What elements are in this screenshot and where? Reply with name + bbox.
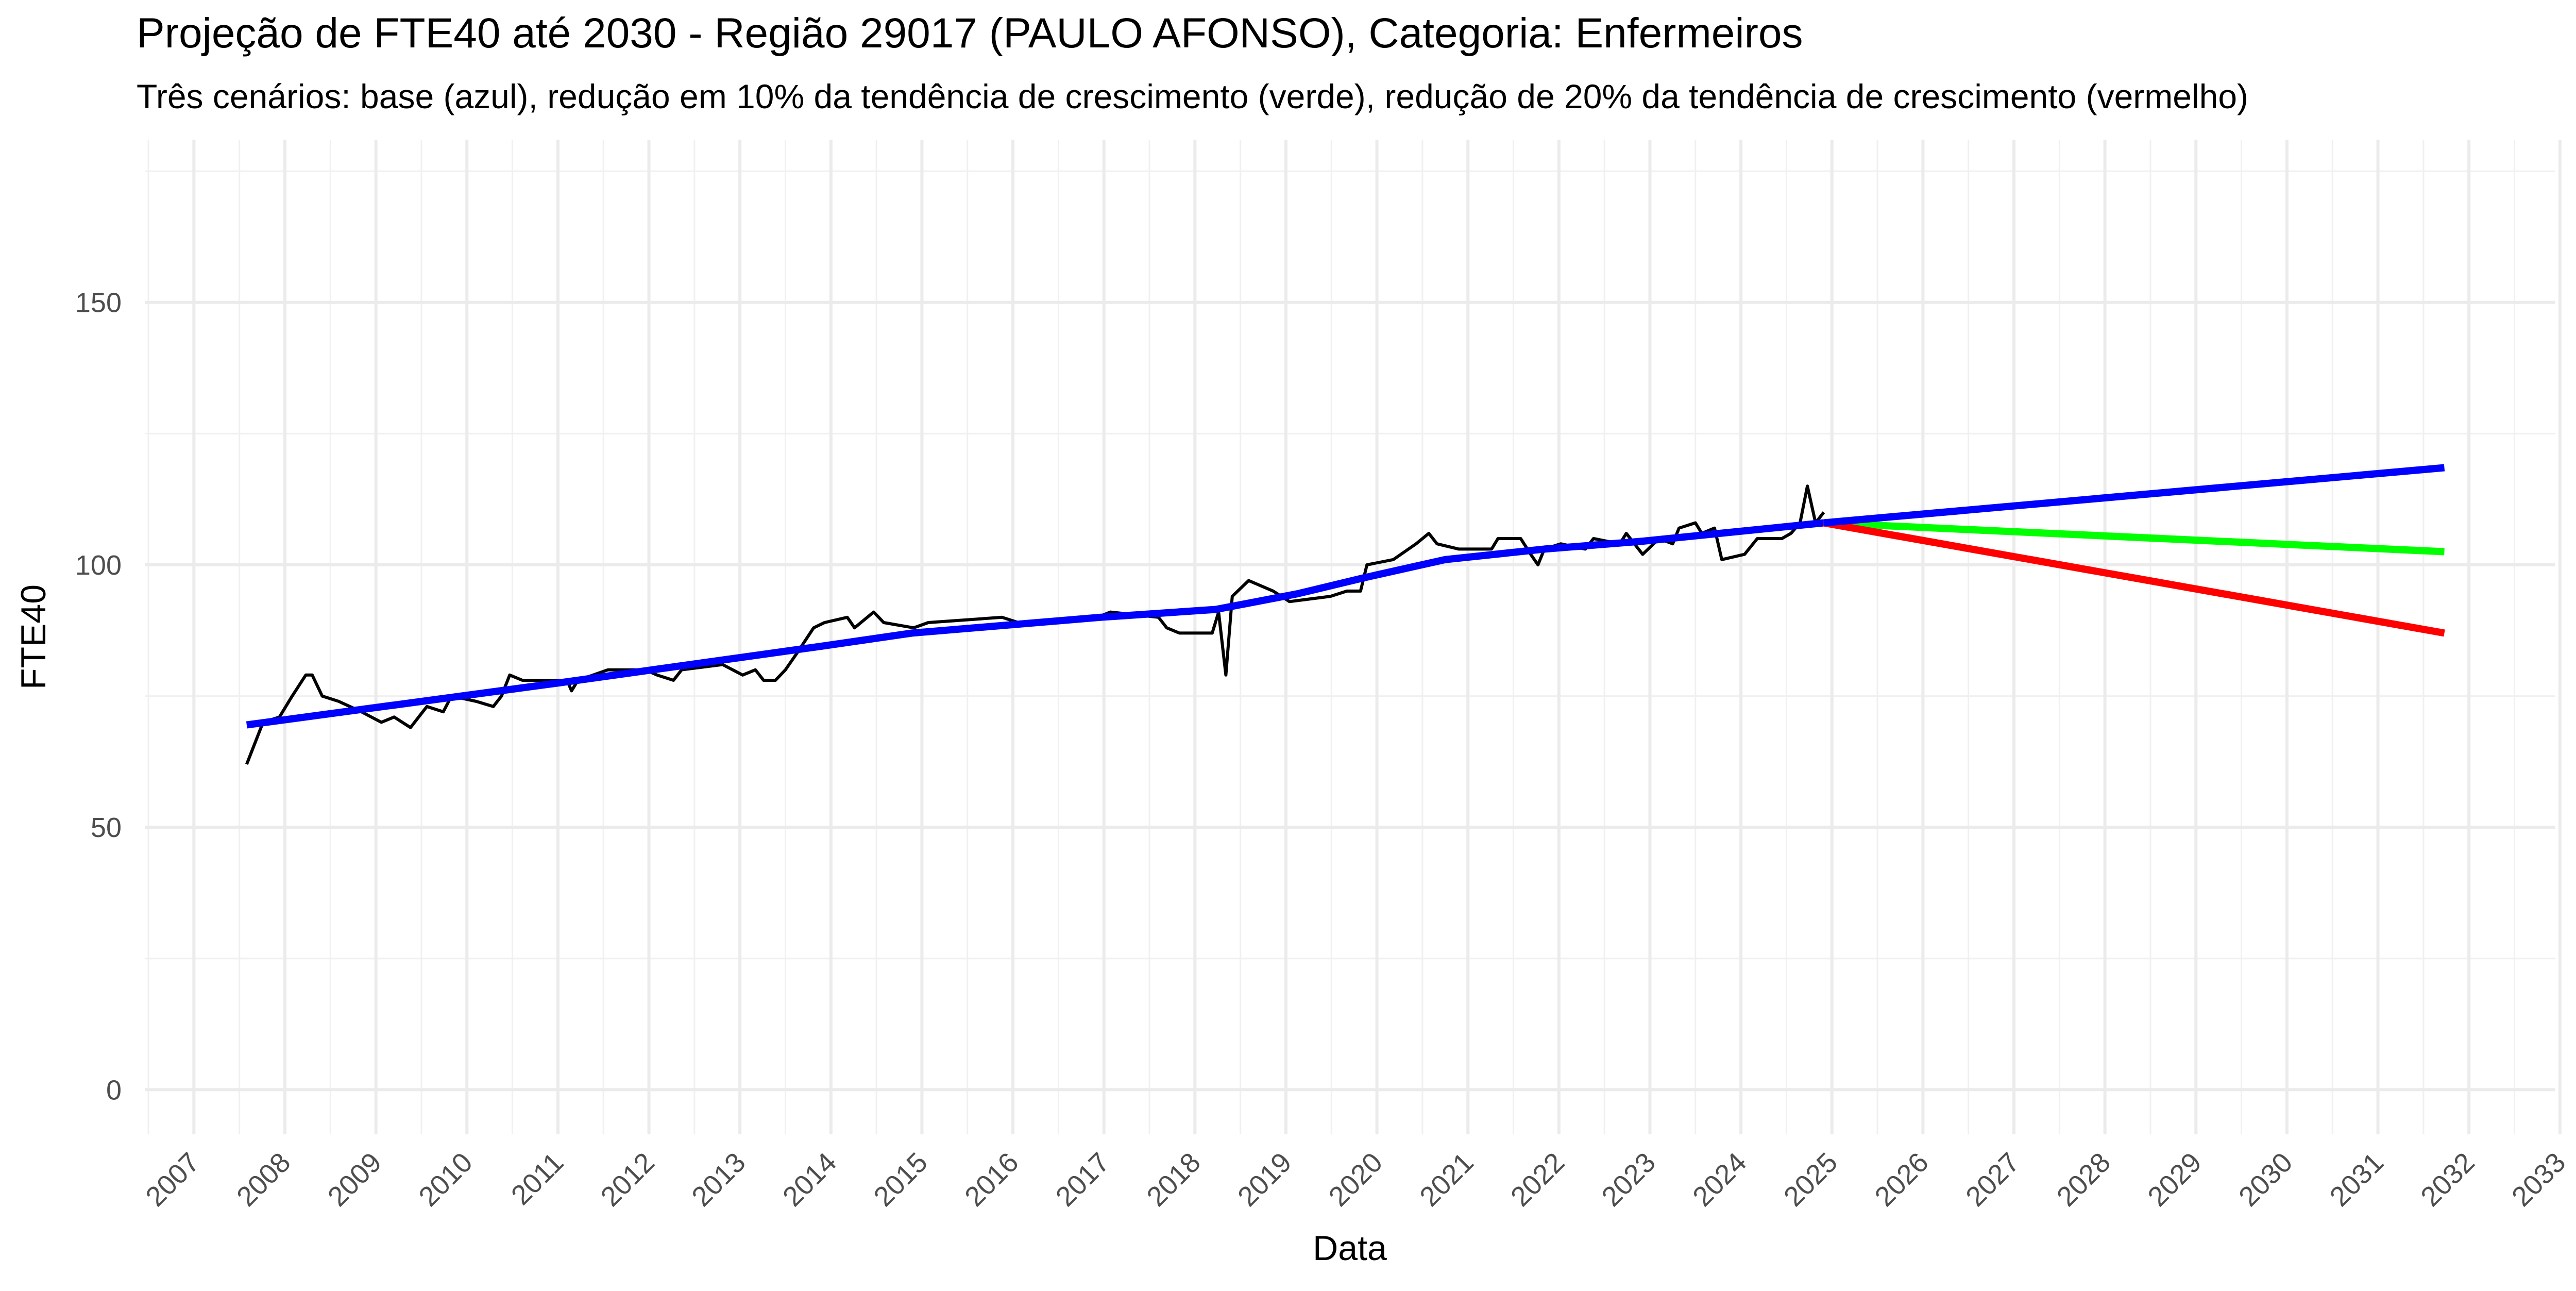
plot-lines: [245, 464, 2445, 765]
series-line: [1823, 519, 2445, 637]
series-line: [1823, 519, 2445, 556]
x-axis-title: Data: [1313, 1229, 1387, 1268]
y-tick-label: 0: [106, 1075, 122, 1105]
series-line: [246, 519, 1824, 729]
y-tick-label: 50: [91, 812, 122, 843]
chart-subtitle: Três cenários: base (azul), redução em 1…: [137, 77, 2248, 115]
chart-title: Projeção de FTE40 até 2030 - Região 2901…: [137, 10, 1803, 57]
series-line: [1823, 464, 2445, 527]
grid: [145, 140, 2562, 1134]
series-line: [245, 484, 1825, 765]
y-tick-label: 100: [75, 550, 122, 581]
y-axis-title: FTE40: [14, 584, 53, 690]
y-tick-label: 150: [75, 288, 122, 318]
